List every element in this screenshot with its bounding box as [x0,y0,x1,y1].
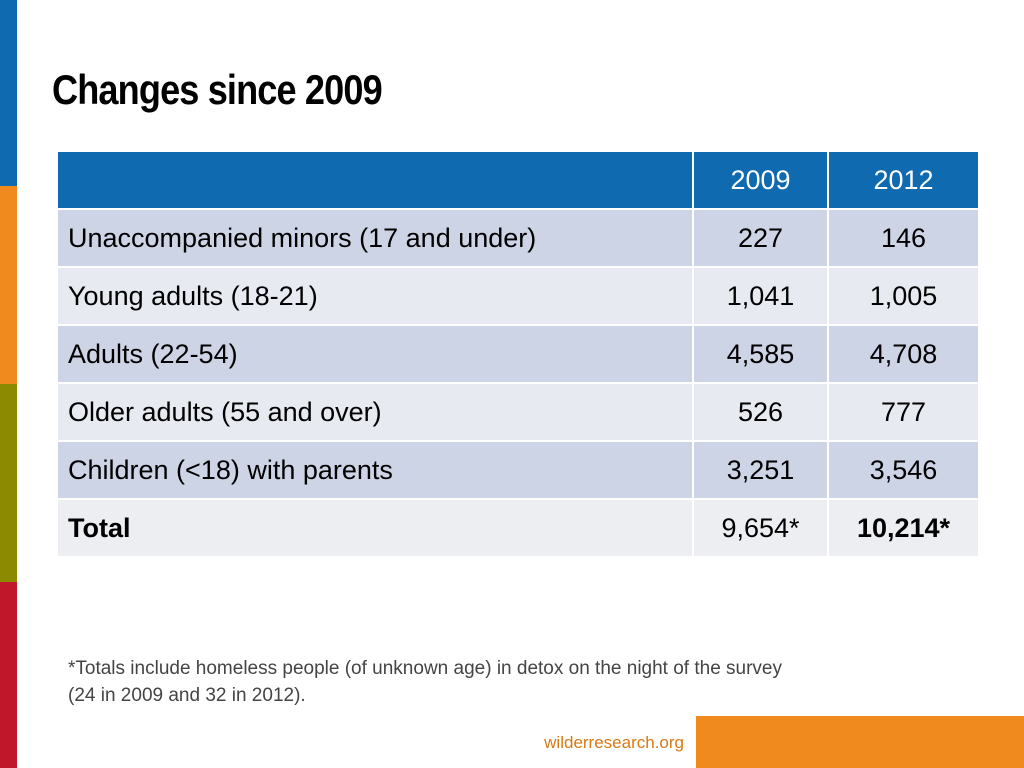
row-label: Adults (22-54) [56,324,694,384]
value-2012: 1,005 [827,266,980,326]
table-row: Children (<18) with parents 3,251 3,546 [56,440,980,500]
table-header-row: 2009 2012 [56,150,980,210]
value-2009: 227 [692,208,829,268]
total-2012: 10,214* [827,498,980,558]
value-2009: 3,251 [692,440,829,500]
header-label-cell [56,150,694,210]
population-table: 2009 2012 Unaccompanied minors (17 and u… [56,150,980,558]
value-2012: 146 [827,208,980,268]
footnote: *Totals include homeless people (of unkn… [68,655,948,709]
side-stripe-olive [0,384,17,582]
footer-accent-bar [696,716,1024,768]
header-2012: 2012 [827,150,980,210]
value-2009: 1,041 [692,266,829,326]
value-2009: 4,585 [692,324,829,384]
row-label: Older adults (55 and over) [56,382,694,442]
row-label: Unaccompanied minors (17 and under) [56,208,694,268]
side-stripe-blue [0,0,17,186]
value-2012: 777 [827,382,980,442]
side-stripe-red [0,582,17,768]
table-row: Older adults (55 and over) 526 777 [56,382,980,442]
row-label: Children (<18) with parents [56,440,694,500]
website-link[interactable]: wilderresearch.org [544,733,684,752]
total-row: Total 9,654* 10,214* [56,498,980,558]
value-2012: 4,708 [827,324,980,384]
total-label: Total [56,498,694,558]
value-2009: 526 [692,382,829,442]
side-stripe-orange [0,186,17,384]
total-2009: 9,654* [692,498,829,558]
value-2012: 3,546 [827,440,980,500]
slide-title: Changes since 2009 [52,66,383,113]
row-label: Young adults (18-21) [56,266,694,326]
table-row: Unaccompanied minors (17 and under) 227 … [56,208,980,268]
table-row: Young adults (18-21) 1,041 1,005 [56,266,980,326]
footnote-line-2: (24 in 2009 and 32 in 2012). [68,685,306,706]
header-2009: 2009 [692,150,829,210]
table-row: Adults (22-54) 4,585 4,708 [56,324,980,384]
footnote-line-1: *Totals include homeless people (of unkn… [68,658,783,679]
